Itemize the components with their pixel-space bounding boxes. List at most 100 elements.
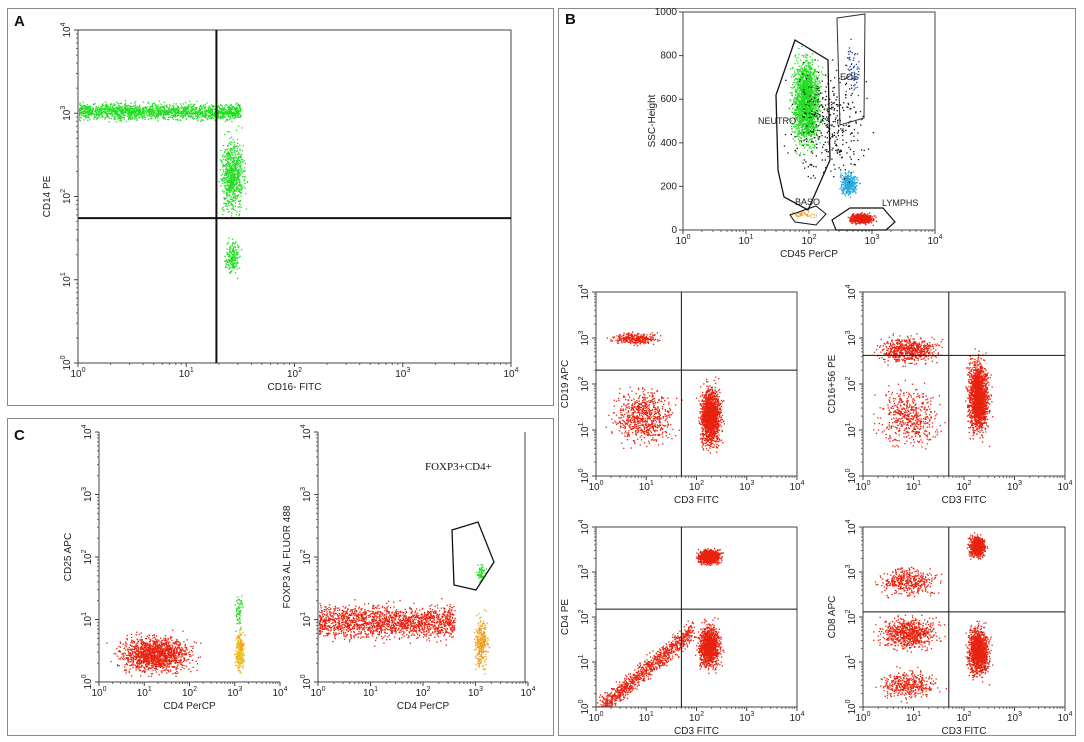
y-tick-label: 101 bbox=[845, 654, 858, 669]
scatter-points bbox=[79, 100, 249, 280]
scatter-points bbox=[597, 548, 725, 708]
y-tick-label: 101 bbox=[81, 612, 94, 627]
y-tick-label: 103 bbox=[578, 564, 591, 579]
panel-b: B bbox=[558, 8, 1076, 736]
panel-a: A bbox=[7, 8, 554, 406]
y-tick-label: 102 bbox=[845, 609, 858, 624]
x-tick-label: 101 bbox=[906, 480, 921, 493]
x-tick-label: 103 bbox=[1007, 480, 1022, 493]
plot-frame bbox=[77, 29, 512, 364]
scatter-points bbox=[873, 532, 994, 704]
y-tick-label: 101 bbox=[60, 272, 73, 287]
y-axis-label: CD16+56 PE bbox=[827, 354, 838, 413]
y-tick-label: 102 bbox=[845, 376, 858, 391]
x-tick-label: 101 bbox=[738, 234, 753, 247]
x-tick-label: 104 bbox=[789, 711, 804, 724]
y-tick-label: 100 bbox=[81, 674, 94, 689]
y-tick-label: 104 bbox=[60, 22, 73, 37]
x-tick-label: 103 bbox=[1007, 711, 1022, 724]
gate-eos bbox=[836, 13, 866, 126]
gate-label-foxp3: FOXP3+CD4+ bbox=[425, 461, 492, 473]
x-tick-label: 100 bbox=[588, 711, 603, 724]
x-tick-label: 100 bbox=[310, 686, 325, 699]
y-tick-label: 102 bbox=[81, 549, 94, 564]
x-tick-label: 104 bbox=[520, 686, 535, 699]
gate-foxp3-cd4 bbox=[451, 521, 495, 591]
y-tick-label: 100 bbox=[60, 355, 73, 370]
plot-b-cd8: 100 101 102 103 104 100 101 102 103 104 CD3 FITC CD… bbox=[827, 519, 1073, 737]
plot-frame bbox=[595, 526, 798, 708]
gate-lymphs bbox=[831, 207, 896, 231]
y-tick-label: 101 bbox=[300, 612, 313, 627]
gate-label: LYMPHS bbox=[882, 198, 918, 208]
y-tick-label: 104 bbox=[845, 284, 858, 299]
x-tick-label: 101 bbox=[179, 367, 194, 380]
plot-b-cd4: 100 101 102 103 104 100 101 102 103 104 CD3 FITC CD… bbox=[560, 519, 805, 737]
x-tick-label: 103 bbox=[395, 367, 410, 380]
x-tick-label: 102 bbox=[689, 711, 704, 724]
y-tick-label: 400 bbox=[660, 138, 677, 149]
panel-b-label: B bbox=[565, 11, 576, 28]
y-tick-label: 100 bbox=[845, 468, 858, 483]
x-axis-label: CD45 PerCP bbox=[780, 249, 838, 260]
scatter-points bbox=[605, 331, 725, 454]
y-tick-label: 103 bbox=[60, 106, 73, 121]
y-tick-label: 103 bbox=[845, 330, 858, 345]
y-axis-label: CD14 PE bbox=[42, 175, 53, 217]
gate-label: NEUTRO bbox=[758, 116, 796, 126]
x-tick-label: 102 bbox=[956, 480, 971, 493]
x-tick-label: 101 bbox=[639, 711, 654, 724]
x-axis-label: CD3 FITC bbox=[942, 495, 987, 506]
plot-b-cd16: 100 101 102 103 104 100 101 102 103 104 CD3 FITC CD… bbox=[827, 284, 1073, 506]
y-tick-label: 101 bbox=[845, 422, 858, 437]
y-tick-label: 1000 bbox=[655, 7, 678, 18]
y-tick-label: 103 bbox=[300, 487, 313, 502]
x-tick-label: 103 bbox=[739, 480, 754, 493]
x-axis-label: CD3 FITC bbox=[674, 495, 719, 506]
x-tick-label: 104 bbox=[1057, 480, 1072, 493]
x-tick-label: 102 bbox=[287, 367, 302, 380]
x-tick-label: 102 bbox=[415, 686, 430, 699]
gate-label: EOS bbox=[840, 72, 859, 82]
x-tick-label: 102 bbox=[956, 711, 971, 724]
x-tick-label: 102 bbox=[182, 686, 197, 699]
plot-c-cd25: 100 101 102 103 104 100 101 102 103 104 CD4 PerCP C… bbox=[63, 424, 288, 712]
plot-frame bbox=[595, 291, 798, 477]
x-axis-label: CD3 FITC bbox=[674, 726, 719, 737]
gate-label: BASO bbox=[795, 197, 820, 207]
y-tick-label: 100 bbox=[845, 699, 858, 714]
y-tick-label: 101 bbox=[578, 654, 591, 669]
y-tick-label: 104 bbox=[81, 424, 94, 439]
panel-a-label: A bbox=[14, 13, 25, 30]
y-tick-label: 104 bbox=[845, 519, 858, 534]
plot-frame bbox=[862, 291, 1066, 477]
y-tick-label: 102 bbox=[60, 189, 73, 204]
x-tick-label: 103 bbox=[227, 686, 242, 699]
y-tick-label: 100 bbox=[300, 674, 313, 689]
y-tick-label: 600 bbox=[660, 94, 677, 105]
x-axis-label: CD16- FITC bbox=[268, 382, 322, 393]
x-tick-label: 100 bbox=[70, 367, 85, 380]
y-tick-label: 104 bbox=[578, 284, 591, 299]
x-axis-label: CD3 FITC bbox=[942, 726, 987, 737]
x-tick-label: 103 bbox=[468, 686, 483, 699]
x-tick-label: 100 bbox=[675, 234, 690, 247]
x-tick-label: 100 bbox=[588, 480, 603, 493]
scatter-points bbox=[319, 564, 491, 675]
y-axis-label: FOXP3 AL FLUOR 488 bbox=[282, 505, 293, 608]
x-tick-label: 101 bbox=[639, 480, 654, 493]
x-tick-label: 104 bbox=[272, 686, 287, 699]
y-tick-label: 100 bbox=[578, 699, 591, 714]
y-tick-label: 102 bbox=[300, 549, 313, 564]
x-tick-label: 103 bbox=[864, 234, 879, 247]
x-tick-label: 100 bbox=[91, 686, 106, 699]
x-tick-label: 101 bbox=[906, 711, 921, 724]
x-tick-label: 104 bbox=[503, 367, 518, 380]
y-tick-label: 200 bbox=[660, 181, 677, 192]
x-tick-label: 101 bbox=[137, 686, 152, 699]
x-axis-label: CD4 PerCP bbox=[397, 701, 450, 712]
y-axis-label: CD19 APC bbox=[560, 360, 571, 408]
panel-c-label: C bbox=[14, 427, 25, 444]
x-tick-label: 100 bbox=[855, 480, 870, 493]
